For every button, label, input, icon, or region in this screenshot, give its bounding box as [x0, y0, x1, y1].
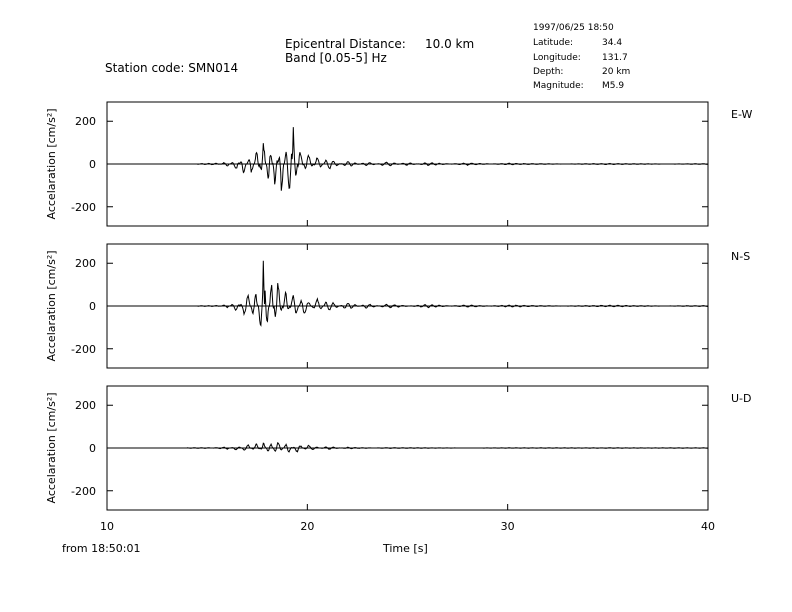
x-axis-label: Time [s]: [383, 542, 428, 555]
waveform-ud: [107, 441, 709, 453]
magnitude-label: Magnitude:: [533, 81, 584, 91]
event-datetime: 1997/06/25 18:50: [533, 23, 614, 33]
latitude-value: 34.4: [602, 38, 623, 48]
longitude-label: Longitude:: [533, 53, 581, 63]
depth-label: Depth:: [533, 67, 564, 77]
waveform-ns: [107, 260, 709, 327]
component-label: E-W: [731, 108, 752, 121]
y-tick-label: -200: [71, 201, 96, 214]
band-label: Band [0.05-5] Hz: [285, 51, 387, 65]
x-tick-label: 40: [701, 520, 715, 533]
y-tick-label: 0: [89, 300, 96, 313]
y-tick-label: 200: [75, 257, 96, 270]
x-tick-label: 20: [300, 520, 314, 533]
waveform-ew: [107, 127, 709, 191]
start-time-label: from 18:50:01: [62, 542, 141, 555]
y-tick-label: 0: [89, 442, 96, 455]
y-tick-label: 0: [89, 158, 96, 171]
y-axis-label: Accelaration [cm/s²]: [45, 108, 58, 219]
component-label: N-S: [731, 250, 750, 263]
y-tick-label: -200: [71, 485, 96, 498]
longitude-value: 131.7: [602, 53, 628, 63]
component-label: U-D: [731, 392, 752, 405]
x-tick-label: 30: [501, 520, 515, 533]
latitude-label: Latitude:: [533, 38, 574, 48]
x-tick-label: 10: [100, 520, 114, 533]
station-code: Station code: SMN014: [105, 61, 239, 75]
y-tick-label: 200: [75, 399, 96, 412]
y-axis-label: Accelaration [cm/s²]: [45, 392, 58, 503]
magnitude-value: M5.9: [602, 81, 625, 91]
depth-value: 20 km: [602, 67, 631, 77]
y-axis-label: Accelaration [cm/s²]: [45, 250, 58, 361]
y-tick-label: -200: [71, 343, 96, 356]
distance-value: 10.0 km: [425, 37, 475, 51]
y-tick-label: 200: [75, 115, 96, 128]
distance-label: Epicentral Distance:: [285, 37, 406, 51]
